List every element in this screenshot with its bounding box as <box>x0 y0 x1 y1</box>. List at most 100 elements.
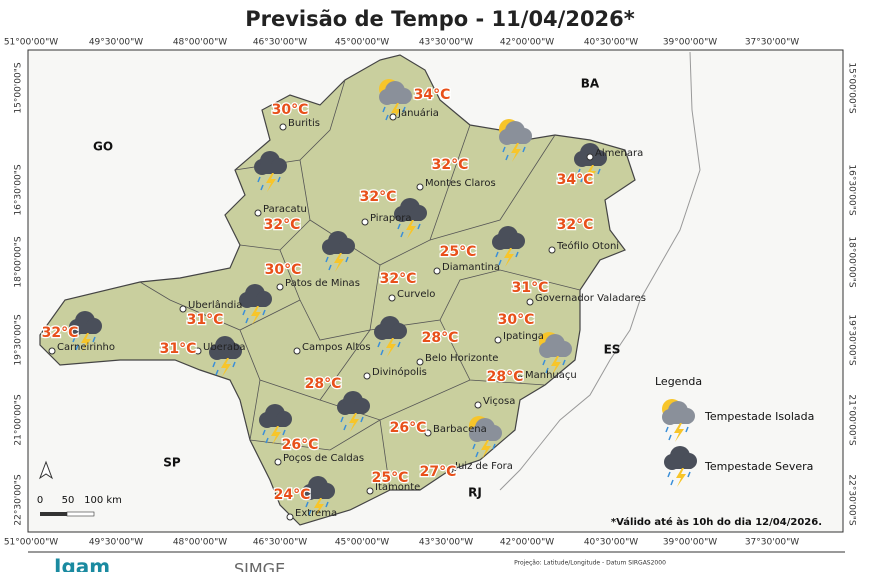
city-dot <box>48 347 56 355</box>
city-name: Manhuaçu <box>525 370 577 381</box>
longitude-label: 49°30'00"W <box>89 38 143 48</box>
longitude-label: 37°30'00"W <box>745 538 799 548</box>
lightning <box>81 333 91 352</box>
latitude-label: 22°30'00"S <box>847 474 857 525</box>
rain <box>400 231 404 238</box>
rain <box>685 426 689 433</box>
city-name: Patos de Minas <box>285 278 360 289</box>
scale-label: 50 <box>62 495 75 506</box>
city-name: Viçosa <box>483 396 515 407</box>
logo-igam: Igam <box>54 555 110 572</box>
temperature: 28°C <box>305 376 342 392</box>
rain <box>325 501 329 508</box>
rain <box>212 361 216 368</box>
longitude-label: 40°30'00"W <box>584 38 638 48</box>
cloud <box>501 135 529 144</box>
rain <box>475 451 479 458</box>
rain <box>385 114 389 121</box>
longitude-label: 46°30'00"W <box>253 538 307 548</box>
city-dot <box>389 113 397 121</box>
city-name: Uberaba <box>203 342 246 353</box>
temperature: 31°C <box>160 341 197 357</box>
city-name: Pirapora <box>370 213 412 224</box>
severe-storm-icon <box>239 284 272 325</box>
temperature: 30°C <box>498 312 535 328</box>
longitude-label: 43°30'00"W <box>419 538 473 548</box>
isolated-storm-icon <box>379 79 412 122</box>
rain <box>232 361 236 368</box>
logo-simge: SIMGE <box>234 560 285 572</box>
legend-title: Legenda <box>655 375 702 388</box>
city-dot <box>416 183 424 191</box>
rain <box>360 416 364 423</box>
city-name: Montes Claros <box>425 178 496 189</box>
rain <box>522 146 526 153</box>
longitude-label: 39°00'00"W <box>663 538 717 548</box>
longitude-label: 46°30'00"W <box>253 38 307 48</box>
validity-note: *Válido até às 10h do dia 12/04/2026. <box>611 516 822 528</box>
severe-storm-icon <box>394 198 427 239</box>
lightning <box>551 356 561 375</box>
latitude-label: 18°00'00"S <box>847 236 857 287</box>
temperature: 34°C <box>557 172 594 188</box>
rain <box>343 424 347 431</box>
rain <box>665 426 669 433</box>
legend-label: Tempestade Isolada <box>704 410 814 423</box>
lightning <box>674 423 684 442</box>
rain <box>305 501 309 508</box>
rain <box>580 176 584 183</box>
rain <box>75 344 79 351</box>
longitude-label: 51°00'00"W <box>4 538 58 548</box>
longitude-label: 51°00'00"W <box>4 38 58 48</box>
cloud <box>304 490 332 499</box>
city-dot <box>179 305 187 313</box>
state-label: ES <box>604 343 621 357</box>
city-name: Campos Altos <box>302 342 371 353</box>
temperature: 32°C <box>42 325 79 341</box>
cloud <box>381 95 409 104</box>
latitude-label: 22°30'00"S <box>14 474 24 525</box>
city-dot <box>433 267 441 275</box>
cloud <box>241 298 269 307</box>
cloud <box>471 432 499 441</box>
scale-label: 0 <box>37 495 43 506</box>
cloud <box>666 460 694 469</box>
city-dot <box>194 347 202 355</box>
severe-storm-icon <box>374 316 407 357</box>
rain <box>308 509 312 516</box>
temperature: 30°C <box>272 102 309 118</box>
city-name: Juiz de Fora <box>454 461 513 472</box>
lightning <box>676 468 686 487</box>
temperature: 31°C <box>512 280 549 296</box>
rain <box>345 256 349 263</box>
city-dot <box>526 298 534 306</box>
longitude-label: 37°30'00"W <box>745 38 799 48</box>
rain <box>502 146 506 153</box>
state-label: BA <box>581 77 600 91</box>
city-name: Diamantina <box>442 262 500 273</box>
lightning <box>504 248 514 267</box>
cloud <box>664 415 692 424</box>
city-dot <box>254 209 262 217</box>
longitude-label: 45°00'00"W <box>335 538 389 548</box>
city-dot <box>363 372 371 380</box>
city-name: Barbacena <box>433 424 487 435</box>
lightning <box>406 220 416 239</box>
city-dot <box>279 123 287 131</box>
cloud <box>396 212 424 221</box>
longitude-label: 39°00'00"W <box>663 38 717 48</box>
latitude-label: 19°30'00"S <box>14 314 24 365</box>
rain <box>262 309 266 316</box>
city-dot <box>548 246 556 254</box>
longitude-label: 48°00'00"W <box>173 38 227 48</box>
city-name: Carneirinho <box>57 342 115 353</box>
latitude-label: 16°30'00"S <box>847 164 857 215</box>
city-dot <box>424 429 432 437</box>
temperature: 32°C <box>380 271 417 287</box>
city-dot <box>286 513 294 521</box>
rain <box>472 443 476 450</box>
temperature: 28°C <box>422 330 459 346</box>
city-name: Uberlândia <box>188 299 242 311</box>
rain <box>597 168 601 175</box>
cloud <box>541 348 569 357</box>
